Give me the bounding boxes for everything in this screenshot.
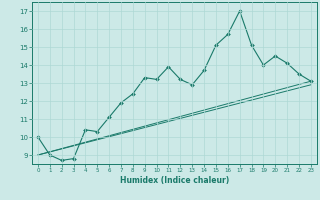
X-axis label: Humidex (Indice chaleur): Humidex (Indice chaleur) (120, 176, 229, 185)
